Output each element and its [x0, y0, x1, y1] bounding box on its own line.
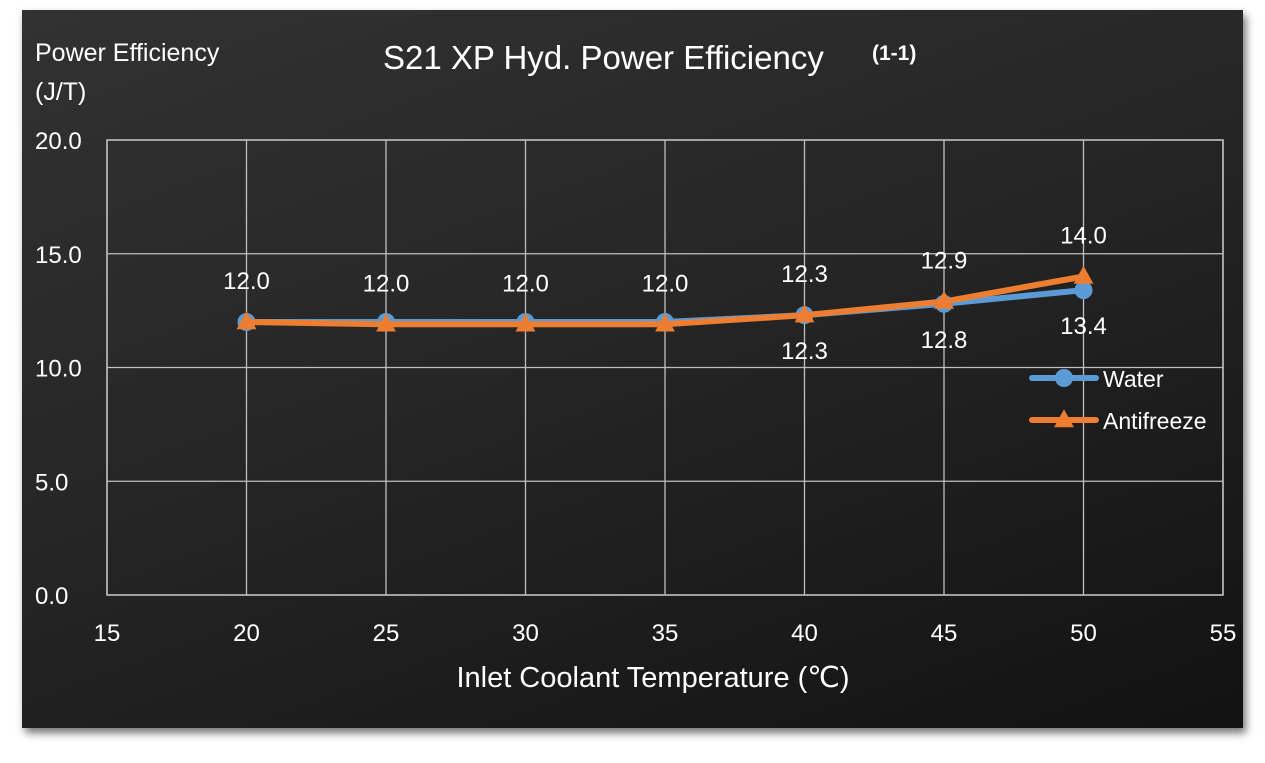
triangle-marker: [655, 313, 675, 332]
triangle-marker: [934, 290, 954, 309]
x-tick-label: 55: [1210, 620, 1237, 647]
legend-item-antifreeze: Antifreeze: [1029, 408, 1207, 434]
x-tick-label: 20: [233, 620, 260, 647]
data-label: 12.3: [781, 261, 828, 288]
chart-title-superscript: (1-1): [872, 42, 916, 65]
data-label: 13.4: [1060, 313, 1107, 340]
x-tick-label: 30: [512, 620, 539, 647]
x-tick-label: 25: [373, 620, 400, 647]
y-tick-label: 15.0: [35, 242, 82, 269]
y-tick-label: 20.0: [35, 128, 82, 155]
legend-label: Antifreeze: [1103, 408, 1207, 434]
y-tick-label: 5.0: [35, 469, 68, 496]
triangle-marker: [1054, 409, 1074, 428]
legend-label: Water: [1103, 366, 1164, 392]
y-axis-label-line1: Power Efficiency: [35, 39, 220, 67]
y-axis-label-line2: (J/T): [35, 78, 86, 106]
x-tick-label: 45: [931, 620, 958, 647]
chart-title: S21 XP Hyd. Power Efficiency: [383, 39, 824, 76]
data-label: 12.0: [642, 270, 689, 297]
data-label: 12.0: [363, 270, 410, 297]
triangle-marker: [1073, 265, 1094, 284]
triangle-marker: [376, 313, 396, 332]
triangle-marker: [515, 313, 536, 332]
data-label: 12.3: [781, 338, 828, 365]
data-label: 12.9: [921, 248, 968, 275]
x-tick-label: 35: [652, 620, 679, 647]
x-axis-label: Inlet Coolant Temperature (℃): [456, 662, 849, 694]
data-label: 12.0: [223, 268, 270, 295]
data-label: 12.0: [502, 270, 549, 297]
legend-item-water: Water: [1029, 366, 1164, 392]
data-label: 12.8: [921, 327, 968, 354]
triangle-marker: [794, 304, 815, 323]
series-antifreeze: 12.0 12.0 12.0 12.0 12.3 12.9 14.0: [223, 223, 1107, 332]
chart-panel: [22, 10, 1243, 728]
x-tick-label: 50: [1070, 620, 1097, 647]
circle-marker: [1074, 281, 1093, 300]
x-tick-label: 40: [791, 620, 818, 647]
triangle-marker: [236, 311, 257, 330]
circle-marker: [1055, 369, 1073, 387]
data-label: 14.0: [1060, 223, 1107, 250]
x-tick-label: 15: [94, 620, 121, 647]
y-tick-label: 10.0: [35, 356, 82, 383]
y-tick-label: 0.0: [35, 583, 68, 610]
